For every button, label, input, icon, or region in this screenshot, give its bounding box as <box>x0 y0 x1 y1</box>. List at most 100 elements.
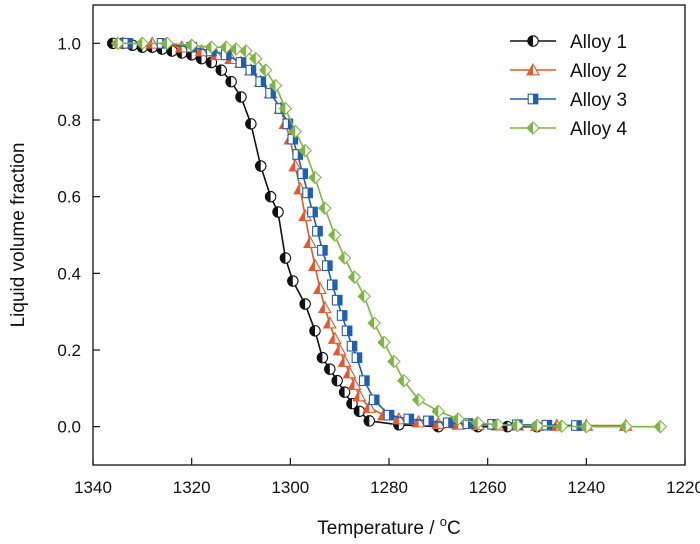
data-point <box>312 281 327 295</box>
legend-marker <box>527 35 539 47</box>
marker-fill <box>302 168 308 179</box>
data-point <box>403 413 415 425</box>
data-point <box>245 64 257 76</box>
data-point <box>554 419 569 434</box>
marker-fill <box>555 420 562 433</box>
data-point <box>268 78 283 93</box>
marker-fill <box>332 280 338 290</box>
marker-fill <box>287 275 293 287</box>
data-point <box>368 394 380 406</box>
legend-label: Alloy 2 <box>570 61 627 82</box>
series-alloy-1 <box>106 37 543 433</box>
data-point <box>383 409 395 421</box>
marker-fill <box>280 252 286 264</box>
marker-fill <box>272 206 278 218</box>
x-axis-label-superscript: o <box>440 514 447 529</box>
marker-fill <box>297 149 303 160</box>
marker-fill <box>239 45 246 57</box>
marker-fill <box>448 418 453 428</box>
marker-fill <box>279 102 286 115</box>
data-point <box>317 244 328 256</box>
data-point <box>337 251 352 265</box>
data-point <box>279 252 292 264</box>
legend-label: Alloy 1 <box>570 32 627 53</box>
data-point <box>541 419 553 431</box>
marker-fill <box>354 406 360 417</box>
y-tick-label: 0.4 <box>57 264 81 283</box>
y-tick-label: 0.0 <box>57 418 81 437</box>
data-point <box>204 40 219 54</box>
legend-marker <box>526 62 540 76</box>
data-point <box>297 168 309 180</box>
marker-fill <box>289 125 296 138</box>
marker-fill <box>309 325 315 337</box>
marker-fill <box>363 401 370 413</box>
legend-label: Alloy 4 <box>570 119 627 140</box>
marker-fill <box>216 64 222 76</box>
data-point <box>264 190 277 203</box>
x-tick-label: 1300 <box>271 478 309 497</box>
data-point <box>411 414 426 428</box>
marker-fill <box>546 420 552 430</box>
marker-fill <box>387 355 394 368</box>
marker-fill <box>332 375 338 386</box>
marker-fill <box>576 420 582 431</box>
data-point <box>235 91 247 103</box>
marker-fill <box>348 271 355 284</box>
marker-fill <box>531 419 537 432</box>
marker-fill <box>467 418 473 429</box>
data-point <box>619 419 633 434</box>
legend-marker <box>527 93 539 105</box>
marker-fill <box>353 390 360 401</box>
data-point <box>288 124 303 139</box>
marker-fill <box>527 64 533 75</box>
data-point <box>278 101 293 116</box>
data-point <box>331 374 343 387</box>
marker-fill <box>337 295 342 305</box>
y-tick-label: 0.6 <box>57 188 81 207</box>
data-point <box>272 206 284 218</box>
marker-fill <box>452 413 459 425</box>
data-point <box>423 415 434 427</box>
marker-fill <box>364 415 370 427</box>
data-point <box>327 331 342 344</box>
x-tick-label: 1340 <box>74 478 112 497</box>
series-alloy-4 <box>110 36 668 434</box>
marker-fill <box>323 317 330 328</box>
marker-fill <box>317 226 323 236</box>
marker-fill <box>287 119 293 129</box>
marker-fill <box>245 118 251 130</box>
data-point <box>579 419 594 434</box>
data-point <box>347 270 362 284</box>
data-point <box>358 375 370 387</box>
marker-fill <box>527 35 533 47</box>
data-point <box>338 386 351 398</box>
y-tick-label: 0.8 <box>57 111 81 130</box>
data-point <box>471 416 485 430</box>
marker-fill <box>161 37 167 50</box>
data-point <box>347 377 362 390</box>
marker-fill <box>313 282 320 294</box>
data-point <box>353 405 366 418</box>
marker-fill <box>356 352 362 363</box>
marker-fill <box>318 202 325 215</box>
series-alloy-2 <box>115 36 633 431</box>
data-point <box>451 412 465 426</box>
legend-label: Alloy 3 <box>570 90 627 111</box>
marker-fill <box>241 57 246 68</box>
data-point <box>302 187 313 199</box>
data-point <box>312 225 323 237</box>
y-tick-label: 1.0 <box>57 34 81 53</box>
marker-fill <box>333 344 340 355</box>
x-axis-label: Temperature / oC <box>317 514 460 539</box>
marker-fill <box>225 76 232 87</box>
series-layer <box>106 36 668 434</box>
data-point <box>442 417 454 429</box>
marker-fill <box>378 409 385 420</box>
marker-fill <box>364 375 370 386</box>
marker-fill <box>255 160 261 172</box>
data-point <box>239 44 253 58</box>
data-point <box>363 415 376 427</box>
x-axis-label-main: Temperature / <box>317 518 440 539</box>
